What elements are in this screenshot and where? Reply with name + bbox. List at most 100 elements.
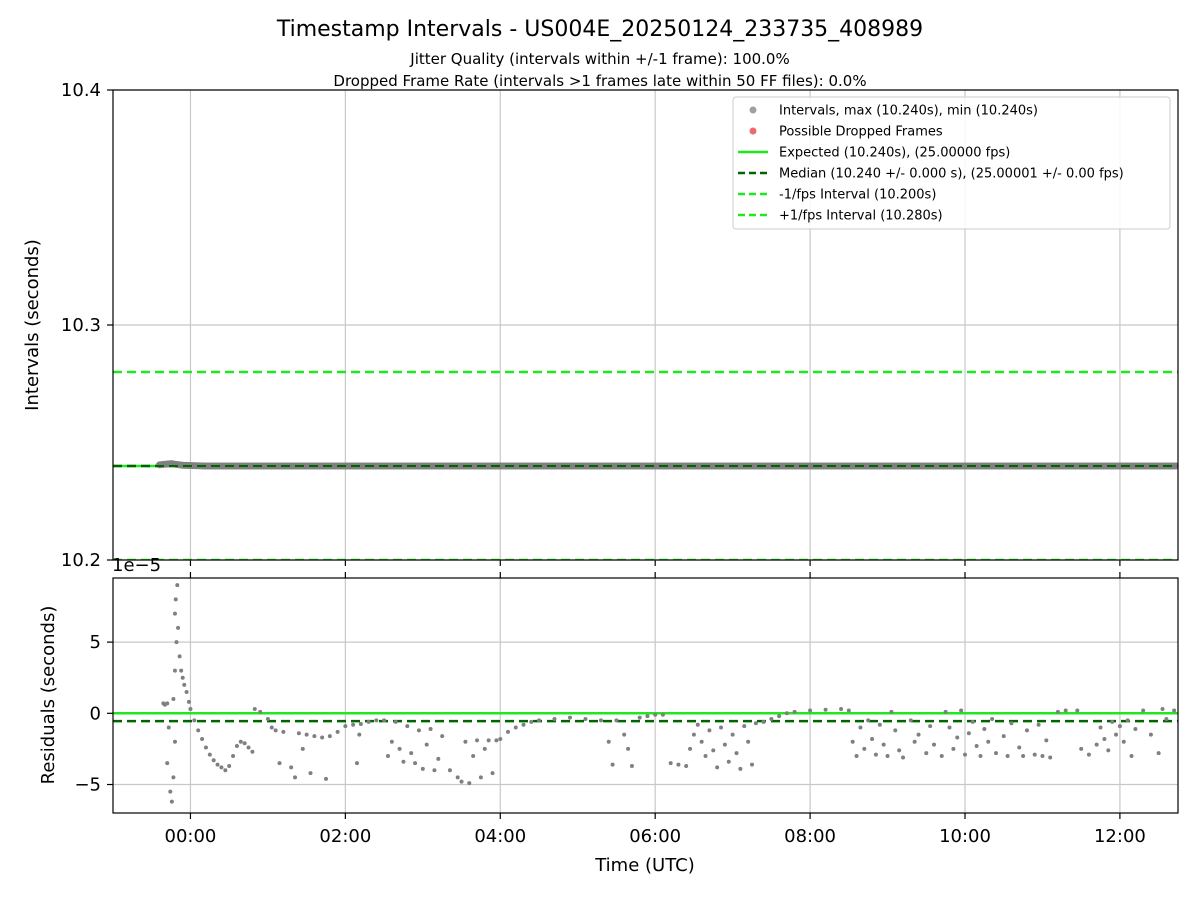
- residual-point: [490, 771, 495, 776]
- residual-point: [1164, 717, 1169, 721]
- residual-point: [374, 718, 379, 723]
- residual-point: [1141, 708, 1146, 713]
- residual-point: [343, 724, 348, 729]
- residual-point: [1156, 751, 1161, 756]
- residual-point: [583, 717, 588, 721]
- residual-point: [978, 754, 983, 759]
- residual-point: [1021, 754, 1026, 759]
- residual-point: [1086, 752, 1091, 757]
- legend-label: Expected (10.240s), (25.00000 fps): [779, 146, 1010, 161]
- residual-point: [734, 751, 739, 756]
- residual-point: [397, 746, 402, 751]
- residual-point: [684, 764, 689, 768]
- residual-point: [327, 734, 332, 739]
- residual-point: [227, 764, 232, 768]
- residual-point: [1017, 745, 1022, 750]
- residual-point: [238, 739, 243, 744]
- residual-point: [1114, 732, 1119, 737]
- residual-point: [475, 738, 480, 743]
- residual-point: [471, 754, 476, 759]
- residual-point: [513, 725, 518, 730]
- residuals-scale-label: 1e−5: [112, 555, 161, 576]
- interval-point: [1172, 462, 1178, 470]
- legend-label: Possible Dropped Frames: [779, 125, 943, 140]
- residual-point: [459, 779, 464, 784]
- residual-point: [166, 725, 171, 730]
- residual-point: [389, 739, 394, 744]
- residual-point: [169, 799, 174, 804]
- residual-point: [265, 717, 270, 721]
- residual-point: [974, 744, 979, 749]
- residual-point: [726, 759, 731, 764]
- legend-label: +1/fps Interval (10.280s): [779, 209, 943, 224]
- residual-point: [289, 765, 294, 770]
- residual-point: [850, 739, 855, 744]
- residual-point: [1121, 739, 1126, 744]
- residual-point: [494, 738, 499, 743]
- x-tick-label: 06:00: [629, 826, 681, 847]
- residual-point: [1129, 754, 1134, 759]
- residual-point: [192, 718, 197, 723]
- residual-point: [250, 749, 255, 754]
- x-axis-label: Time (UTC): [594, 855, 695, 876]
- residual-point: [405, 724, 410, 729]
- residual-point: [1009, 721, 1014, 726]
- residual-point: [312, 734, 317, 739]
- residual-point: [897, 748, 902, 753]
- residual-point: [180, 675, 185, 680]
- residual-point: [219, 765, 224, 770]
- residual-point: [478, 775, 483, 780]
- residual-point: [1001, 734, 1006, 739]
- residual-point: [742, 724, 747, 729]
- residual-point: [1172, 708, 1177, 713]
- x-tick-label: 02:00: [319, 826, 371, 847]
- chart-subtitle-line-1: Jitter Quality (intervals within +/-1 fr…: [409, 50, 789, 68]
- residual-point: [382, 718, 387, 723]
- legend-marker: [749, 127, 757, 135]
- residual-point: [959, 708, 964, 713]
- residual-point: [707, 728, 712, 733]
- residual-point: [173, 597, 178, 602]
- residual-point: [823, 707, 828, 712]
- residual-point: [626, 746, 631, 751]
- residual-point: [246, 745, 251, 750]
- residuals-panel: 00:00 02:00 04:00 06:00 08:00 10:00 12:00 5 0 −5: [74, 572, 1179, 847]
- residual-point: [769, 717, 774, 721]
- residual-point: [932, 742, 937, 747]
- residual-point: [1110, 719, 1115, 724]
- residual-point: [668, 761, 673, 766]
- residual-point: [862, 746, 867, 751]
- residual-point: [866, 718, 871, 723]
- residual-point: [854, 754, 859, 759]
- residual-point: [293, 775, 298, 780]
- residual-point: [242, 741, 247, 746]
- residual-point: [207, 752, 212, 757]
- residual-point: [676, 762, 681, 767]
- residual-point: [358, 721, 363, 726]
- residual-point: [939, 754, 944, 759]
- residual-point: [750, 762, 754, 767]
- residual-point: [1106, 748, 1111, 753]
- residual-point: [335, 729, 340, 734]
- residual-point: [1148, 732, 1153, 737]
- residual-point: [916, 732, 921, 737]
- residual-point: [172, 611, 177, 616]
- residual-point: [970, 719, 975, 724]
- residual-point: [482, 746, 487, 751]
- residual-point: [699, 739, 704, 744]
- residual-point: [440, 734, 445, 739]
- residual-point: [281, 729, 286, 734]
- residual-point: [606, 739, 611, 744]
- residual-point: [176, 625, 181, 630]
- residual-point: [792, 709, 797, 714]
- intervals-panel: 10.2 10.3 10.4 Intervals, max (10.240s), mi…: [61, 80, 1179, 571]
- residual-point: [1117, 724, 1122, 729]
- chart-legend: Intervals, max (10.240s), min (10.240s) P…: [732, 96, 1171, 230]
- residual-point: [1125, 718, 1130, 723]
- residual-point: [881, 742, 886, 747]
- residual-point: [552, 717, 557, 721]
- residual-point: [1044, 738, 1049, 743]
- residual-point: [467, 781, 472, 786]
- residual-point: [963, 752, 967, 757]
- residual-point: [1160, 707, 1165, 712]
